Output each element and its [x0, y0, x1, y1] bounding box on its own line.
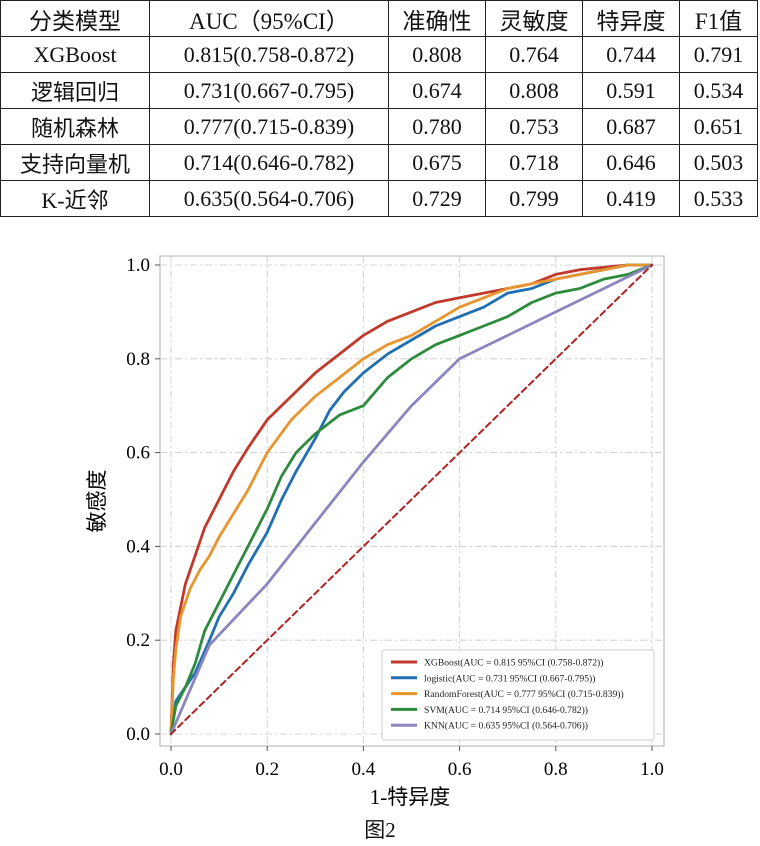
- cell-specificity: 0.419: [582, 180, 680, 217]
- chart-series: [169, 263, 654, 736]
- cell-accuracy: 0.780: [388, 108, 486, 145]
- y-tick-label: 0.6: [126, 443, 150, 464]
- x-tick-label: 1.0: [640, 759, 664, 780]
- cell-sensitivity: 0.799: [485, 180, 583, 217]
- series-line-0: [169, 263, 654, 736]
- cell-accuracy: 0.674: [388, 72, 486, 109]
- cell-accuracy: 0.808: [388, 36, 486, 73]
- plot-frame: [159, 255, 665, 747]
- cell-specificity: 0.591: [582, 72, 680, 109]
- table-row: K-近邻 0.635(0.564-0.706) 0.729 0.799 0.41…: [0, 180, 758, 217]
- legend-label-4: KNN(AUC = 0.635 95%CI (0.564-0.706)): [424, 721, 588, 732]
- header-specificity: 特异度: [582, 0, 680, 37]
- table-header-row: 分类模型 AUC（95%CI） 准确性 灵敏度 特异度 F1值: [0, 0, 758, 37]
- y-tick-label: 1.0: [126, 255, 150, 276]
- cell-model: 随机森林: [0, 108, 150, 145]
- legend-label-1: logistic(AUC = 0.731 95%CI (0.667-0.795)…: [424, 673, 595, 684]
- series-line-3: [169, 263, 654, 736]
- x-tick-label: 0.4: [352, 759, 376, 780]
- series-line-2: [169, 263, 654, 736]
- cell-specificity: 0.646: [582, 144, 680, 181]
- y-tick-label: 0.0: [126, 724, 150, 745]
- x-tick-label: 0.2: [255, 759, 279, 780]
- y-tick-label: 0.2: [126, 630, 150, 651]
- cell-specificity: 0.744: [582, 36, 680, 73]
- cell-auc: 0.731(0.667-0.795): [149, 72, 389, 109]
- legend-label-2: RandomForest(AUC = 0.777 95%CI (0.715-0.…: [424, 689, 624, 700]
- cell-sensitivity: 0.718: [485, 144, 583, 181]
- chart-legend: XGBoost(AUC = 0.815 95%CI (0.758-0.872))…: [381, 649, 655, 741]
- header-sensitivity: 灵敏度: [485, 0, 583, 37]
- legend-box: [381, 649, 655, 741]
- x-axis-label: 1-特异度: [370, 785, 451, 809]
- legend-label-0: XGBoost(AUC = 0.815 95%CI (0.758-0.872)): [424, 658, 603, 669]
- x-tick-label: 0.8: [544, 759, 568, 780]
- cell-accuracy: 0.675: [388, 144, 486, 181]
- cell-model: 逻辑回归: [0, 72, 150, 109]
- cell-model: XGBoost: [0, 36, 150, 73]
- cell-model: 支持向量机: [0, 144, 150, 181]
- cell-model: K-近邻: [0, 180, 150, 217]
- cell-f1: 0.533: [679, 180, 758, 217]
- y-axis-label: 敏感度: [85, 470, 109, 533]
- figure-caption: 图2: [364, 818, 396, 842]
- cell-f1: 0.503: [679, 144, 758, 181]
- roc-chart: 0.0 0.2 0.4 0.6 0.8 1.0 0.0 0.2 0.4 0.6 0.8 1.0 1-特…: [85, 255, 665, 809]
- series-line-1: [169, 263, 654, 736]
- legend-label-3: SVM(AUC = 0.714 95%CI (0.646-0.782)): [424, 705, 588, 716]
- table-row: 支持向量机 0.714(0.646-0.782) 0.675 0.718 0.6…: [0, 144, 758, 181]
- cell-f1: 0.534: [679, 72, 758, 109]
- x-tick-label: 0.0: [159, 759, 183, 780]
- y-tick-label: 0.8: [126, 349, 150, 370]
- y-tick-label: 0.4: [126, 536, 150, 557]
- series-line-4: [169, 263, 654, 736]
- header-model: 分类模型: [0, 0, 150, 37]
- cell-specificity: 0.687: [582, 108, 680, 145]
- cell-f1: 0.651: [679, 108, 758, 145]
- cell-auc: 0.635(0.564-0.706): [149, 180, 389, 217]
- table-row: XGBoost 0.815(0.758-0.872) 0.808 0.764 0…: [0, 36, 758, 73]
- header-auc: AUC（95%CI）: [149, 0, 389, 37]
- cell-accuracy: 0.729: [388, 180, 486, 217]
- cell-auc: 0.777(0.715-0.839): [149, 108, 389, 145]
- header-f1: F1值: [679, 0, 758, 37]
- cell-f1: 0.791: [679, 36, 758, 73]
- table-row: 逻辑回归 0.731(0.667-0.795) 0.674 0.808 0.59…: [0, 72, 758, 109]
- chance-diagonal-line: [170, 264, 653, 735]
- header-accuracy: 准确性: [388, 0, 486, 37]
- cell-auc: 0.815(0.758-0.872): [149, 36, 389, 73]
- cell-auc: 0.714(0.646-0.782): [149, 144, 389, 181]
- cell-sensitivity: 0.808: [485, 72, 583, 109]
- cell-sensitivity: 0.764: [485, 36, 583, 73]
- table-row: 随机森林 0.777(0.715-0.839) 0.780 0.753 0.68…: [0, 108, 758, 145]
- tick-labels: 0.0 0.2 0.4 0.6 0.8 1.0 0.0 0.2 0.4 0.6 0.8 1.0: [126, 255, 664, 780]
- metrics-table: 分类模型 AUC（95%CI） 准确性 灵敏度 特异度 F1值 XGBoost …: [0, 0, 758, 217]
- cell-sensitivity: 0.753: [485, 108, 583, 145]
- x-tick-label: 0.6: [448, 759, 472, 780]
